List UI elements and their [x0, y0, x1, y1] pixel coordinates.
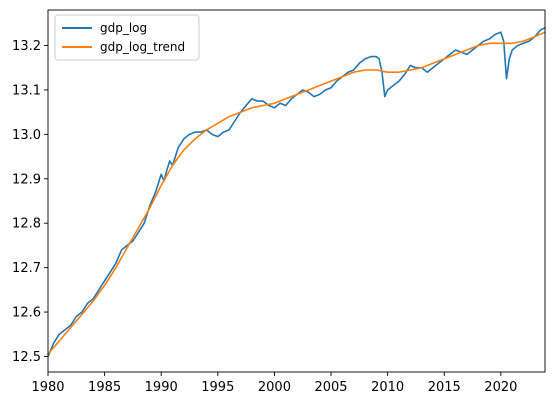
x-tick-label: 2005 [314, 380, 347, 395]
series-line-gdp-log-trend [47, 31, 546, 355]
y-tick-label: 12.8 [12, 217, 41, 232]
y-tick-label: 13.2 [12, 39, 41, 54]
legend-label-gdp-log: gdp_log [100, 21, 147, 35]
x-tick-label: 1980 [31, 380, 64, 395]
y-tick-label: 12.5 [12, 350, 41, 365]
x-axis: 1980 1985 1990 1995 2000 2005 2010 2015 2020 [31, 372, 517, 395]
x-tick-label: 1985 [88, 380, 121, 395]
series-layer [47, 27, 546, 358]
x-tick-label: 1990 [145, 380, 178, 395]
legend: gdp_log gdp_log_trend [54, 14, 200, 61]
x-tick-label: 1995 [201, 380, 234, 395]
y-axis: 12.5 12.6 12.7 12.8 12.9 13.0 13.1 13.2 [12, 39, 48, 365]
y-tick-label: 12.6 [12, 306, 41, 321]
y-tick-label: 13.0 [12, 128, 41, 143]
plot-area [48, 10, 545, 372]
y-tick-label: 12.9 [12, 172, 41, 187]
legend-box [54, 14, 200, 61]
y-tick-label: 13.1 [12, 83, 41, 98]
plot-frame [47, 9, 546, 373]
x-tick-label: 2020 [484, 380, 517, 395]
legend-label-gdp-log-trend: gdp_log_trend [100, 40, 185, 54]
x-tick-label: 2015 [428, 380, 461, 395]
x-tick-label: 2000 [258, 380, 291, 395]
y-tick-label: 12.7 [12, 261, 41, 276]
x-tick-label: 2010 [371, 380, 404, 395]
series-line-gdp-log [47, 27, 546, 358]
